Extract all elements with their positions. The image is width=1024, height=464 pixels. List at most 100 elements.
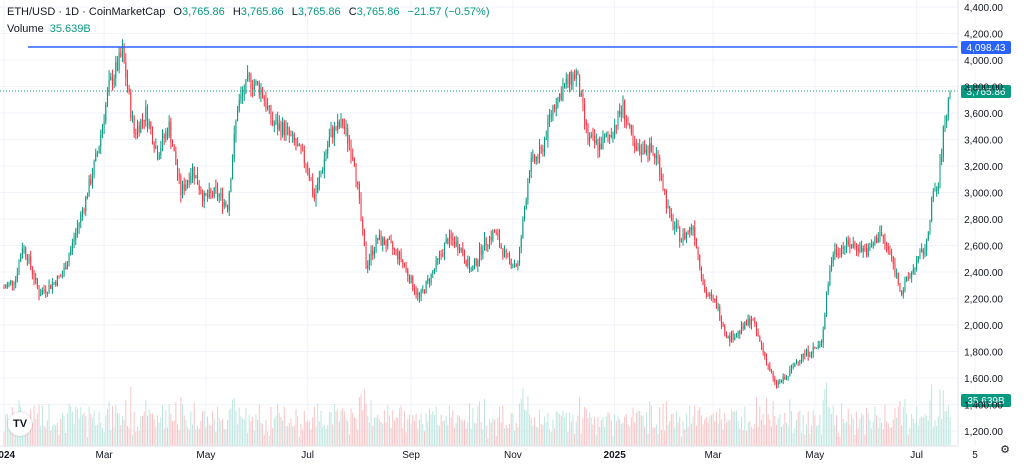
candle-body	[667, 206, 669, 208]
candle-body	[637, 145, 639, 151]
candle-body	[816, 347, 818, 349]
candle-body	[95, 153, 97, 162]
candle-body	[647, 150, 649, 155]
volume-bar	[907, 434, 909, 446]
volume-bar	[922, 417, 924, 446]
volume-bar	[75, 406, 77, 446]
candle-body	[745, 321, 747, 325]
candle-body	[859, 244, 861, 252]
candle-body	[212, 192, 214, 196]
candle-body	[187, 180, 189, 185]
candle-body	[270, 105, 272, 121]
candle-body	[223, 202, 225, 207]
y-tick-label: 4,200.00	[964, 30, 1003, 41]
candle-body	[719, 306, 721, 320]
volume-bar	[844, 423, 846, 446]
candle-body	[539, 147, 541, 159]
candle-body	[358, 184, 360, 199]
volume-bar	[88, 406, 90, 446]
candle-body	[400, 252, 402, 260]
volume-bar	[709, 416, 711, 446]
volume-bar	[664, 430, 666, 446]
candle-body	[797, 361, 799, 363]
candle-body	[328, 137, 330, 147]
volume-bar	[91, 418, 93, 446]
volume-label: Volume	[7, 23, 44, 35]
candle-body	[36, 278, 38, 288]
candle-body	[136, 125, 138, 135]
candle-body	[217, 187, 219, 197]
candle-body	[193, 166, 195, 179]
candle-body	[739, 331, 741, 334]
candle-body	[48, 284, 50, 293]
volume-bar	[402, 427, 404, 446]
candle-body	[832, 254, 834, 264]
candle-body	[627, 121, 629, 126]
volume-bar	[463, 419, 465, 446]
volume-bar	[595, 434, 597, 446]
candle-body	[579, 75, 581, 97]
candle-body	[594, 135, 596, 143]
volume-bar	[917, 425, 919, 446]
candle-body	[158, 154, 160, 160]
volume-bar	[410, 423, 412, 446]
candle-body	[852, 243, 854, 248]
volume-bar	[193, 402, 195, 446]
volume-bar	[497, 417, 499, 446]
gear-icon[interactable]: ⚙	[1000, 444, 1010, 456]
volume-bar	[529, 414, 531, 446]
volume-bar	[605, 416, 607, 446]
candle-body	[670, 213, 672, 219]
candle-body	[125, 62, 127, 79]
candle-body	[574, 74, 576, 79]
volume-bar	[712, 413, 714, 446]
tradingview-logo-icon[interactable]: TV	[8, 412, 32, 436]
high-label: H	[232, 6, 241, 18]
candle-body	[922, 249, 924, 255]
volume-bar	[547, 412, 549, 446]
volume-bar	[262, 423, 264, 446]
candle-body	[700, 267, 702, 279]
volume-bar	[383, 410, 385, 446]
volume-bar	[70, 406, 72, 446]
volume-bar	[677, 422, 679, 446]
candle-body	[669, 206, 671, 214]
candle-body	[780, 380, 782, 382]
volume-bar	[906, 413, 908, 446]
candle-body	[660, 175, 662, 180]
candle-body	[15, 279, 17, 285]
volume-bar	[881, 422, 883, 446]
volume-bar	[308, 421, 310, 446]
x-tick-label: Mar	[704, 450, 722, 461]
volume-legend[interactable]: Volume 35.639B	[7, 23, 91, 35]
candle-body	[56, 276, 58, 286]
volume-bar	[113, 427, 115, 446]
candle-body	[725, 331, 727, 338]
volume-bar	[275, 415, 277, 446]
symbol-title[interactable]: ETH/USD · 1D · CoinMarketCap	[7, 6, 166, 18]
candle-body	[652, 151, 654, 154]
volume-bar	[572, 414, 574, 446]
volume-bar	[53, 424, 55, 446]
volume-bar	[3, 431, 5, 446]
volume-bar	[167, 427, 169, 446]
candle-body	[600, 143, 602, 150]
volume-bar	[342, 408, 344, 446]
candle-body	[250, 74, 252, 89]
candle-body	[66, 262, 68, 270]
x-tick-label: 5	[972, 450, 978, 461]
volume-bar	[557, 412, 559, 446]
candle-body	[871, 246, 873, 248]
candle-body	[332, 127, 334, 138]
candle-body	[507, 253, 509, 255]
volume-bar	[829, 407, 831, 446]
candle-body	[896, 272, 898, 275]
close-value: 3,765.86	[356, 6, 400, 18]
candle-body	[202, 193, 204, 202]
volume-bar	[580, 433, 582, 446]
candle-body	[375, 237, 377, 251]
volume-bar	[388, 415, 390, 446]
candle-body	[612, 136, 614, 138]
candle-body	[116, 62, 118, 70]
